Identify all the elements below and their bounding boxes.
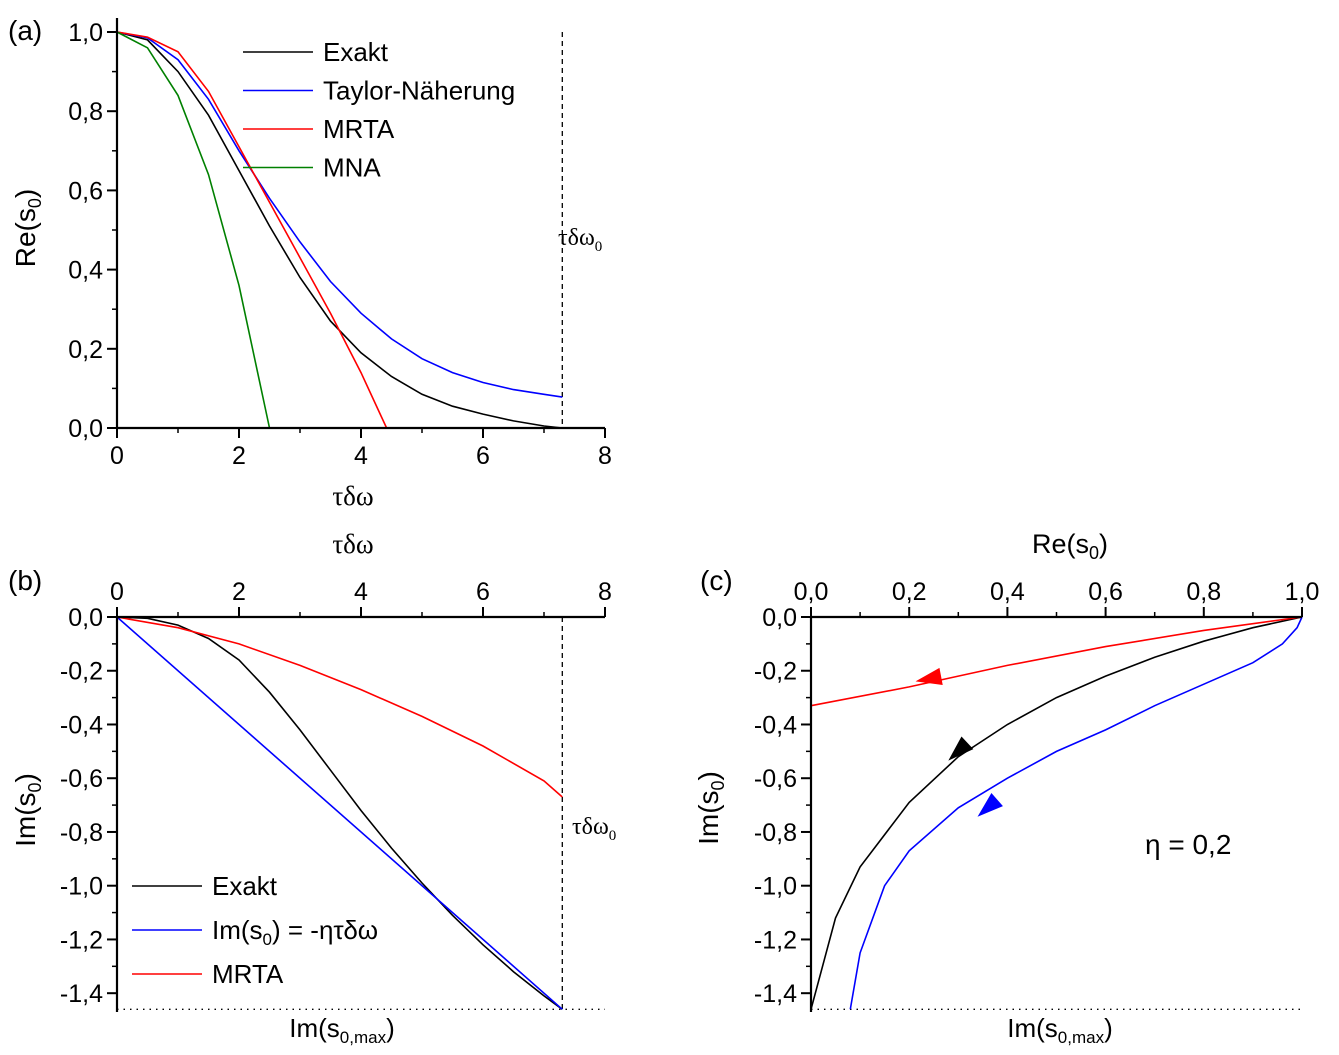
panel-b-series-line-2 <box>116 616 563 798</box>
panel-b-legend-label: Im(s0) = -ητδω <box>212 915 378 949</box>
panel-a-series-line-2 <box>116 31 388 429</box>
panel-c-x-axis-title: Re(s0) <box>1032 529 1108 563</box>
panel-c-series-line-1 <box>849 616 1303 1010</box>
panel-c-direction-arrow-1 <box>977 793 1003 817</box>
panel-c-axes: 0,0 0,2 0,4 0,6 0,8 1,0 0,0 -0,2 -0,4 -0,6 -0,8 -1,… <box>754 578 1319 1012</box>
panel-b-y-tick-label: -0,2 <box>60 658 103 686</box>
panel-c-y-tick-label: -0,4 <box>754 711 797 739</box>
panel-a-x-tick-label: 8 <box>598 442 612 470</box>
panel-b-x-tick-label: 4 <box>354 578 368 606</box>
panel-b-label: (b) <box>8 565 42 596</box>
panel-a-y-tick-label: 0,8 <box>68 98 103 126</box>
panel-c-x-tick-label: 0,4 <box>990 578 1025 606</box>
panel-c-y-tick-label: -1,2 <box>754 926 797 954</box>
panel-b-legend: Exakt Im(s0) = -ητδω MRTA <box>132 871 378 989</box>
panel-a: (a) 0 2 4 6 8 0,0 0,2 0,4 0,6 0,8 1,0 τδω Re(s0) τ… <box>8 15 612 511</box>
panel-a-y-axis-title: Re(s0) <box>10 189 45 267</box>
panel-c-y-tick-label: -0,8 <box>754 819 797 847</box>
panel-c-direction-arrow-2 <box>915 667 943 685</box>
panel-b-y-tick-label: 0,0 <box>68 604 103 632</box>
panel-c-y-tick-label: -0,6 <box>754 765 797 793</box>
panel-c-direction-arrow-0 <box>948 736 974 761</box>
panel-c-x-tick-label: 1,0 <box>1285 578 1320 606</box>
panel-a-x-tick-label: 2 <box>232 442 246 470</box>
panel-c-y-tick-label: -1,4 <box>754 980 797 1008</box>
panel-a-vline-label: τδω0 <box>558 225 602 255</box>
panel-b-y-axis-title: Im(s0) <box>10 773 45 847</box>
panel-a-series-line-3 <box>116 31 271 429</box>
panel-b-axes: 0 2 4 6 8 0,0 -0,2 -0,4 -0,6 -0,8 -1,0 -1,2 -1,4 <box>60 578 612 1012</box>
panel-b-y-tick-label: -1,0 <box>60 873 103 901</box>
panel-c-y-tick-label: 0,0 <box>762 604 797 632</box>
panel-c-series-line-2 <box>810 616 1303 707</box>
panel-b-y-tick-label: -1,2 <box>60 926 103 954</box>
panel-b-x-tick-label: 2 <box>232 578 246 606</box>
panel-a-x-tick-label: 6 <box>476 442 490 470</box>
panel-a-axes: 0 2 4 6 8 0,0 0,2 0,4 0,6 0,8 1,0 <box>68 18 612 470</box>
panel-b-series-line-1 <box>116 616 563 1010</box>
panel-b-x-tick-label: 6 <box>476 578 490 606</box>
panel-c-x-tick-label: 0,2 <box>892 578 927 606</box>
panel-b-y-tick-label: -1,4 <box>60 980 103 1008</box>
panel-b-y-tick-label: -0,8 <box>60 819 103 847</box>
panel-a-legend-label: MRTA <box>323 114 395 144</box>
panel-b-y-tick-label: -0,6 <box>60 765 103 793</box>
panel-a-plot-area <box>116 31 563 429</box>
panel-a-y-tick-label: 0,4 <box>68 257 103 285</box>
panel-c-x-tick-label: 0,0 <box>794 578 829 606</box>
panel-a-series-line-0 <box>116 31 563 429</box>
panel-c-x-tick-label: 0,6 <box>1088 578 1123 606</box>
panel-b-vline-label: τδω0 <box>572 814 616 844</box>
panel-c-label: (c) <box>700 565 733 596</box>
panel-a-y-tick-label: 0,0 <box>68 415 103 443</box>
panel-a-series-line-1 <box>116 31 563 398</box>
panel-b-legend-label: Exakt <box>212 871 278 901</box>
panel-a-x-tick-label: 0 <box>110 442 124 470</box>
panel-c: (c) 0,0 0,2 0,4 0,6 0,8 1,0 0,0 -0,2 -0,4 -0,6 -0,… <box>693 529 1319 1047</box>
panel-a-legend-label: Exakt <box>323 37 389 67</box>
panel-c-y-tick-label: -1,0 <box>754 873 797 901</box>
panel-b: (b) 0 2 4 6 8 0,0 -0,2 -0,4 -0,6 -0,8 -1,0 -1,2 -1,4… <box>8 529 616 1047</box>
panel-b-y-tick-label: -0,4 <box>60 711 103 739</box>
panel-c-plot-area <box>810 616 1303 1010</box>
panel-b-x-axis-title: τδω <box>332 529 373 559</box>
panel-c-series-line-0 <box>810 616 1303 1010</box>
panel-b-x-tick-label: 0 <box>110 578 124 606</box>
panel-a-x-axis-title: τδω <box>332 481 373 511</box>
panel-c-hline-label: Im(s0,max) <box>1007 1013 1113 1047</box>
panel-a-y-tick-label: 0,2 <box>68 336 103 364</box>
panel-b-hline-label: Im(s0,max) <box>289 1013 395 1047</box>
panel-a-y-tick-label: 0,6 <box>68 177 103 205</box>
panel-b-x-tick-label: 8 <box>598 578 612 606</box>
panel-a-legend: Exakt Taylor-Näherung MRTA MNA <box>243 37 515 183</box>
panel-c-x-tick-label: 0,8 <box>1186 578 1221 606</box>
panel-c-eta-annotation: η = 0,2 <box>1145 829 1231 860</box>
panel-a-y-tick-label: 1,0 <box>68 19 103 47</box>
panel-a-x-tick-label: 4 <box>354 442 368 470</box>
panel-c-y-tick-label: -0,2 <box>754 658 797 686</box>
panel-a-label: (a) <box>8 15 42 46</box>
panel-b-plot-area <box>116 616 605 1010</box>
panel-c-y-axis-title: Im(s0) <box>693 771 728 845</box>
panel-b-legend-label: MRTA <box>212 959 284 989</box>
panel-a-legend-label: MNA <box>323 153 381 183</box>
panel-a-legend-label: Taylor-Näherung <box>323 76 515 106</box>
